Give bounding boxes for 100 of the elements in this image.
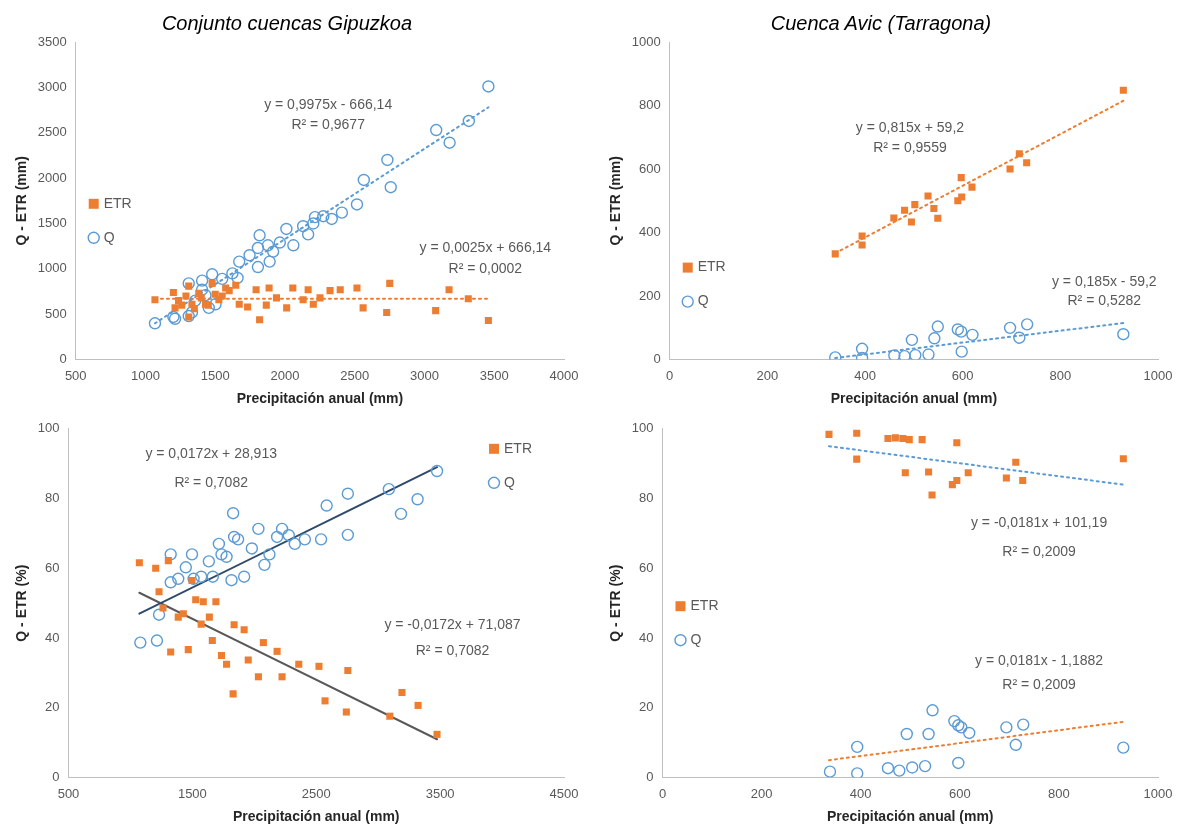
point	[948, 714, 961, 728]
point	[433, 730, 441, 738]
x-tick-label: 500	[64, 367, 87, 383]
point	[169, 288, 177, 296]
x-tick-label: 4000	[549, 367, 579, 383]
point	[261, 239, 275, 252]
point	[289, 284, 297, 292]
point	[192, 596, 200, 604]
point	[359, 304, 367, 312]
annotation: y = 0,0172x + 28,913	[145, 445, 278, 462]
point	[314, 533, 328, 546]
point	[898, 349, 911, 360]
point	[304, 286, 312, 294]
point	[155, 588, 163, 596]
point	[1019, 476, 1027, 484]
y-tick-label: 600	[639, 160, 661, 176]
point	[386, 279, 394, 287]
x-axis-title: Precipitación anual (mm)	[236, 390, 404, 407]
point	[888, 349, 901, 360]
point	[231, 271, 244, 285]
point	[1015, 150, 1023, 158]
point	[307, 217, 320, 230]
point	[205, 268, 219, 281]
point	[851, 767, 864, 778]
point	[344, 666, 352, 675]
point	[1119, 455, 1127, 463]
point	[1003, 321, 1017, 335]
point	[1117, 741, 1130, 754]
y-tick-label: 60	[45, 559, 60, 575]
x-tick-label: 2000	[270, 367, 300, 383]
legend-label: ETR	[697, 258, 726, 275]
point	[968, 183, 976, 191]
point	[259, 639, 267, 647]
point	[220, 550, 233, 564]
annotation: R² = 0,9559	[873, 138, 947, 155]
point	[320, 499, 333, 512]
point	[148, 317, 162, 330]
point	[901, 206, 909, 214]
point	[1017, 718, 1030, 731]
annotation: y = 0,185x - 59,2	[1051, 272, 1157, 289]
annotation: R² = 0,2009	[1002, 675, 1077, 692]
point	[182, 292, 190, 300]
point	[1119, 86, 1127, 94]
point	[955, 325, 968, 338]
point	[1023, 159, 1031, 167]
point	[326, 287, 334, 295]
x-tick-label: 800	[1048, 785, 1070, 801]
point	[226, 267, 239, 280]
point	[858, 232, 866, 240]
y-tick-label: 100	[631, 420, 654, 436]
y-tick-label: 20	[45, 699, 60, 715]
point	[240, 626, 248, 634]
point	[212, 537, 226, 551]
point	[225, 573, 238, 587]
point	[336, 286, 344, 294]
point	[194, 570, 208, 583]
point	[964, 469, 972, 477]
point	[184, 646, 192, 654]
point	[884, 435, 892, 443]
legend-label: ETR	[103, 194, 132, 211]
point	[258, 558, 271, 572]
point	[308, 210, 322, 224]
y-axis-title: Q - ETR (mm)	[607, 156, 624, 246]
point	[926, 704, 939, 717]
point	[199, 598, 207, 606]
x-tick-label: 600	[951, 367, 974, 383]
point	[900, 727, 913, 741]
annotation: y = 0,0025x + 666,14	[419, 239, 552, 256]
point	[432, 307, 440, 315]
point	[265, 284, 273, 292]
annotation: R² = 0,5282	[1067, 292, 1142, 309]
annotation: y = -0,0172x + 71,087	[384, 616, 521, 633]
point	[1009, 738, 1022, 752]
point	[905, 333, 919, 347]
y-tick-label: 1000	[37, 260, 67, 276]
y-tick-label: 100	[37, 420, 60, 436]
y-tick-label: 800	[639, 97, 661, 113]
legend-label: Q	[690, 631, 702, 648]
point	[931, 320, 944, 333]
point	[208, 636, 216, 645]
point	[164, 557, 172, 565]
x-axis-title: Precipitación anual (mm)	[827, 808, 994, 825]
point	[288, 537, 302, 551]
annotation: y = -0,0181x + 101,19	[970, 514, 1108, 531]
point	[232, 281, 240, 289]
point	[853, 429, 861, 437]
point	[414, 701, 422, 709]
y-tick-label: 60	[639, 559, 654, 575]
point	[301, 228, 315, 241]
point	[244, 303, 252, 311]
point	[244, 656, 252, 664]
point	[394, 507, 408, 521]
point	[911, 201, 919, 209]
point	[273, 647, 281, 655]
legend-label: Q	[697, 292, 709, 309]
point	[309, 300, 317, 308]
point	[197, 294, 205, 302]
point	[384, 180, 397, 194]
point	[1002, 474, 1010, 482]
point	[178, 301, 186, 309]
